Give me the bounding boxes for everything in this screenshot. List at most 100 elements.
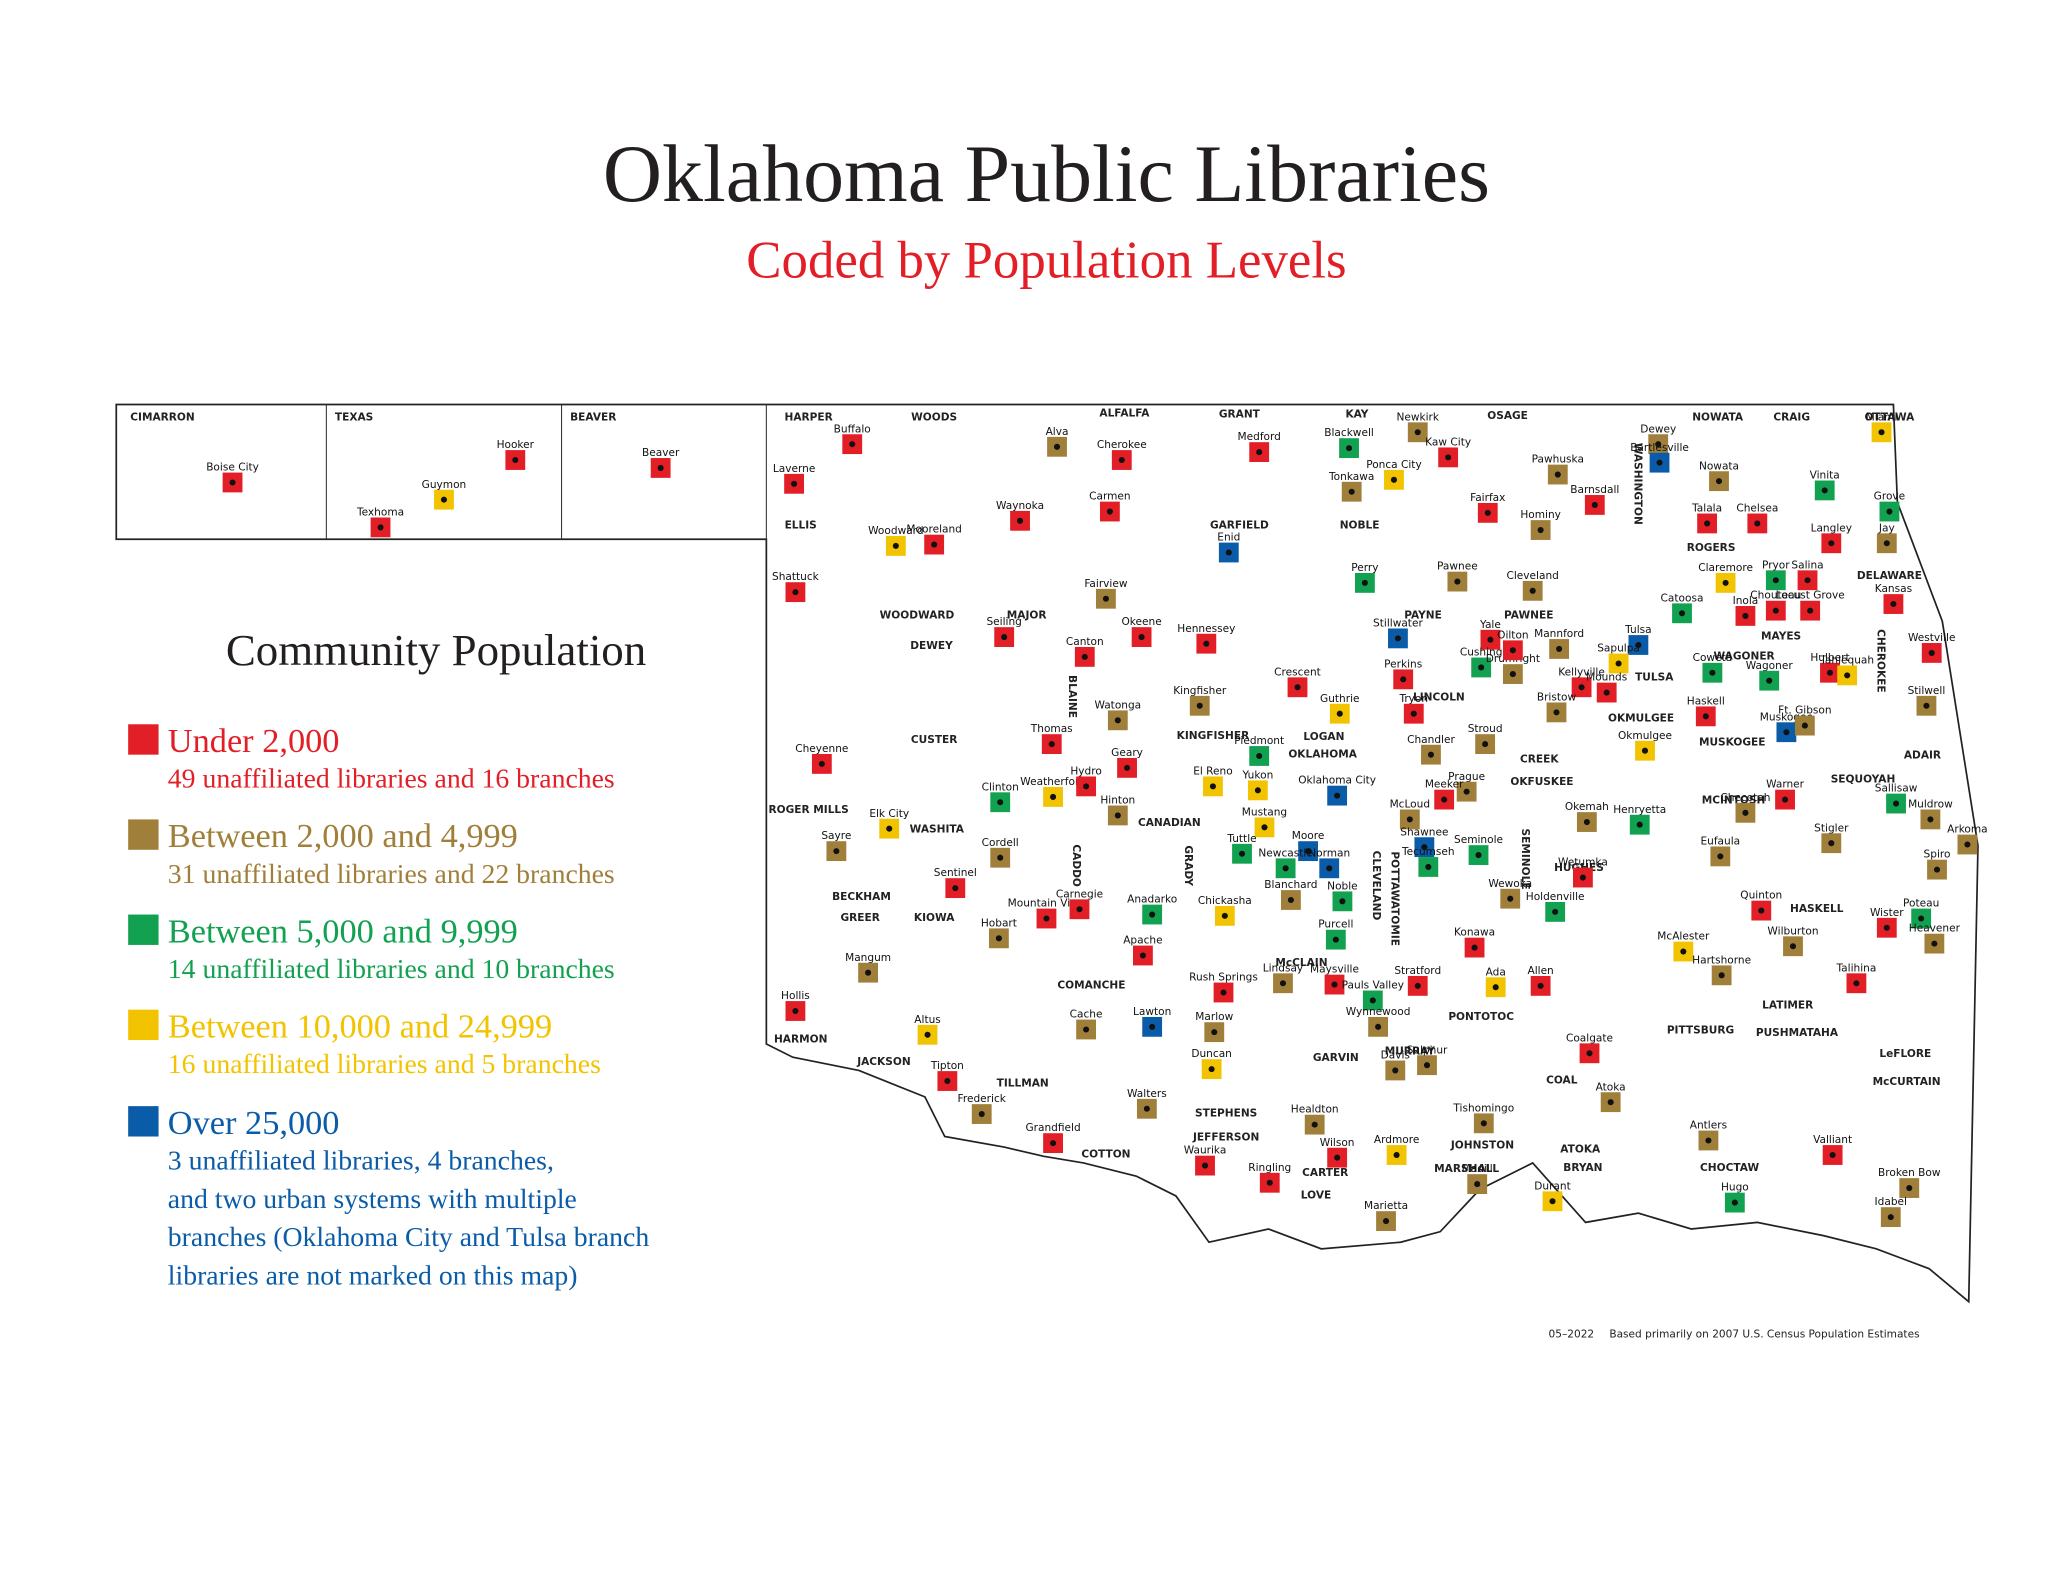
- library-dot: [1053, 443, 1061, 450]
- library-dot: [1382, 1218, 1390, 1225]
- library-dot: [1607, 1099, 1614, 1106]
- library-dot: [1463, 788, 1470, 795]
- library-dot: [1553, 709, 1560, 716]
- county-label: COTTON: [1081, 1149, 1130, 1161]
- library-label: Seiling: [986, 616, 1021, 628]
- library-dot: [1256, 449, 1263, 456]
- library-label: Carnegie: [1056, 888, 1103, 900]
- library-label: Davis: [1381, 1050, 1410, 1062]
- library-label: Eufaula: [1700, 836, 1740, 848]
- library-label: Prague: [1448, 771, 1485, 783]
- library-dot: [1001, 634, 1008, 641]
- library-dot: [1326, 865, 1333, 872]
- library-label: Anadarko: [1127, 894, 1177, 906]
- library-dot: [1537, 982, 1544, 989]
- library-label: Wagoner: [1746, 660, 1794, 672]
- library-dot: [1369, 997, 1376, 1004]
- legend-label: Between 2,000 and 4,999: [168, 817, 518, 855]
- library-dot: [1890, 600, 1897, 608]
- legend-note: 31 unaffiliated libraries and 22 branche…: [168, 859, 615, 890]
- legend-title: Community Population: [226, 625, 646, 675]
- library-label: Hobart: [981, 917, 1017, 929]
- library-label: Shattuck: [772, 571, 820, 583]
- county-label: NOBLE: [1340, 520, 1380, 532]
- legend-note: and two urban systems with multiple: [168, 1184, 577, 1215]
- legend-swatch: [128, 1106, 159, 1137]
- library-label: Okemah: [1565, 801, 1609, 813]
- library-label: Guymon: [422, 479, 467, 491]
- library-dot: [1482, 741, 1489, 748]
- library-dot: [1772, 577, 1779, 584]
- library-dot: [1893, 800, 1900, 807]
- library-dot: [1807, 607, 1814, 614]
- library-label: Tonkawa: [1328, 471, 1374, 483]
- library-label: Cherokee: [1097, 439, 1147, 451]
- library-dot: [1578, 684, 1585, 691]
- library-label: Bartlesville: [1630, 442, 1689, 454]
- library-dot: [1702, 713, 1709, 720]
- library-dot: [1717, 853, 1724, 860]
- library-dot: [1348, 488, 1355, 495]
- library-label: Spiro: [1924, 849, 1951, 861]
- library-label: Sayre: [821, 830, 851, 842]
- library-label: Pryor: [1762, 559, 1790, 571]
- library-dot: [1782, 796, 1789, 803]
- county-label: ATOKA: [1560, 1143, 1601, 1155]
- library-label: Mangum: [845, 952, 891, 964]
- county-label: WOODS: [911, 411, 957, 423]
- county-label: LOVE: [1301, 1190, 1331, 1202]
- county-label: OKLAHOMA: [1288, 748, 1357, 760]
- library-dot: [1722, 579, 1729, 586]
- library-label: Mannford: [1534, 628, 1584, 640]
- library-label: Blanchard: [1264, 879, 1317, 891]
- county-label: LeFLORE: [1879, 1048, 1931, 1060]
- county-label: GRANT: [1219, 409, 1261, 421]
- library-dot: [924, 1031, 931, 1038]
- library-dot: [1392, 1067, 1399, 1074]
- library-dot: [1124, 764, 1131, 771]
- legend-note: 49 unaffiliated libraries and 16 branche…: [168, 764, 615, 795]
- library-label: Cordell: [982, 837, 1019, 849]
- county-label: OTTAWA: [1865, 411, 1916, 423]
- library-dot: [1801, 722, 1808, 729]
- library-dot: [1591, 501, 1598, 508]
- library-dot: [818, 760, 825, 767]
- county-label: COAL: [1546, 1075, 1578, 1087]
- library-dot: [1886, 508, 1893, 515]
- county-label: BECKHAM: [832, 891, 891, 903]
- county-label: MURRAY: [1385, 1046, 1436, 1058]
- library-dot: [1336, 710, 1343, 717]
- library-dot: [1715, 478, 1723, 485]
- library-label: Lindsay: [1263, 962, 1303, 974]
- county-label: CLEVELAND: [1370, 851, 1382, 921]
- library-label: Okmulgee: [1618, 730, 1672, 742]
- library-label: Wynnewood: [1346, 1006, 1411, 1018]
- library-label: Barnsdall: [1570, 484, 1619, 496]
- library-label: Wilburton: [1767, 925, 1818, 937]
- library-label: Arkoma: [1947, 824, 1988, 836]
- library-label: Warner: [1766, 779, 1805, 791]
- library-dot: [1016, 517, 1024, 524]
- library-dot: [1445, 454, 1452, 461]
- library-dot: [1507, 895, 1514, 902]
- library-dot: [1783, 729, 1790, 736]
- county-label: POTTAWATOMIE: [1388, 851, 1400, 946]
- library-dot: [997, 799, 1004, 806]
- county-label: LATIMER: [1762, 999, 1813, 1011]
- county-label: PONTOTOC: [1448, 1011, 1514, 1023]
- library-label: Alva: [1046, 426, 1069, 438]
- library-label: Hartshorne: [1692, 954, 1751, 966]
- library-dot: [1709, 669, 1716, 676]
- library-dot: [1471, 944, 1478, 951]
- library-label: Chouteau: [1750, 590, 1801, 602]
- library-label: Waynoka: [996, 500, 1044, 512]
- library-dot: [1208, 1066, 1215, 1073]
- library-dot: [1238, 850, 1246, 857]
- library-label: Sallisaw: [1875, 783, 1918, 795]
- library-dot: [1138, 634, 1145, 641]
- library-dot: [1887, 1214, 1894, 1221]
- legend-swatch: [128, 1009, 159, 1041]
- library-label: Hooker: [497, 439, 535, 451]
- library-dot: [1441, 796, 1448, 803]
- library-label: Apache: [1123, 935, 1162, 947]
